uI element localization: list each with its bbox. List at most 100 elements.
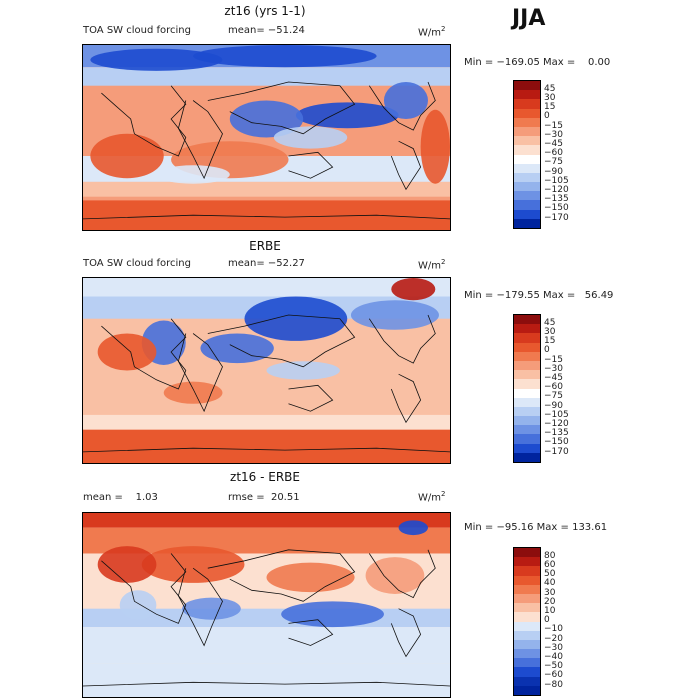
panel-1-minmax: Min = −169.05 Max = 0.00 (464, 57, 611, 68)
colorbar-tick-label: 30 (544, 587, 556, 598)
colorbar-swatch (514, 676, 540, 686)
colorbar-swatch (514, 434, 540, 444)
colorbar-tick-label: −135 (544, 194, 569, 205)
colorbar-swatch (514, 557, 540, 567)
colorbar-swatch (514, 126, 540, 137)
colorbar-tick-label: −170 (544, 446, 569, 457)
colorbar-tick-label: 80 (544, 550, 556, 561)
colorbar-tick-label: −45 (544, 138, 563, 149)
colorbar-swatch (514, 182, 540, 192)
colorbar-tick-label: −150 (544, 203, 569, 214)
colorbar-swatch (514, 658, 540, 668)
colorbar-tick-label: −45 (544, 372, 563, 383)
panel-1-title: zt16 (yrs 1-1) (224, 4, 306, 18)
colorbar-tick-label: 45 (544, 317, 556, 328)
field-map-graphic (83, 45, 450, 230)
colorbar-swatch (514, 612, 540, 622)
colorbar-tick-label: −20 (544, 633, 563, 644)
colorbar-swatch (514, 200, 540, 210)
panel-3-map (82, 512, 451, 698)
panel-1-units: W/m2 (418, 25, 446, 39)
colorbar-swatch (514, 145, 540, 155)
colorbar-swatch (514, 351, 540, 361)
colorbar-tick-label: −10 (544, 624, 563, 635)
colorbar-swatch (514, 315, 540, 325)
colorbar-tick-label: −120 (544, 418, 569, 429)
colorbar-tick-label: −90 (544, 400, 563, 411)
colorbar-tick-label: −40 (544, 651, 563, 662)
colorbar-swatch (514, 81, 540, 91)
field-map-graphic (83, 513, 450, 697)
colorbar-swatch (514, 593, 540, 604)
colorbar-swatch (514, 90, 540, 100)
panel-2-map (82, 277, 451, 464)
panel-3-mean: mean = 1.03 (83, 492, 158, 503)
colorbar-swatch (514, 397, 540, 407)
colorbar-tick-label: 30 (544, 92, 556, 103)
panel-3-minmax: Min = −95.16 Max = 133.61 (464, 522, 608, 533)
colorbar-swatch (514, 333, 540, 343)
colorbar-tick-label: 15 (544, 102, 556, 113)
colorbar-tick-label: 50 (544, 569, 556, 580)
panel-2-units: W/m2 (418, 258, 446, 272)
colorbar-tick-label: −170 (544, 212, 569, 223)
colorbar-tick-label: −135 (544, 428, 569, 439)
colorbar-swatch (514, 191, 540, 201)
colorbar-swatch (514, 443, 540, 453)
colorbar-swatch (514, 154, 540, 164)
panel-2-subtitle: TOA SW cloud forcing (83, 258, 191, 269)
season-label: JJA (512, 6, 546, 31)
colorbar-swatch (514, 621, 540, 631)
colorbar-tick-label: −75 (544, 391, 563, 402)
colorbar-tick-label: −120 (544, 184, 569, 195)
colorbar-tick-label: 20 (544, 596, 556, 607)
colorbar-tick-label: −90 (544, 166, 563, 177)
colorbar-swatch (514, 667, 540, 677)
panel-3-colorbar (513, 547, 541, 696)
colorbar-tick-label: −105 (544, 175, 569, 186)
colorbar-swatch (514, 685, 540, 695)
colorbar-tick-label: 60 (544, 559, 556, 570)
colorbar-tick-label: 40 (544, 578, 556, 589)
colorbar-swatch (514, 416, 540, 426)
colorbar-swatch (514, 379, 540, 389)
colorbar-swatch (514, 117, 540, 127)
colorbar-tick-label: −30 (544, 642, 563, 653)
panel-3-units: W/m2 (418, 490, 446, 504)
colorbar-tick-label: 10 (544, 605, 556, 616)
colorbar-tick-label: −15 (544, 354, 563, 365)
colorbar-swatch (514, 584, 540, 594)
panel-1-subtitle: TOA SW cloud forcing (83, 25, 191, 36)
colorbar-tick-label: 0 (544, 345, 550, 356)
colorbar-swatch (514, 99, 540, 109)
colorbar-tick-label: −30 (544, 363, 563, 374)
colorbar-swatch (514, 360, 540, 371)
colorbar-swatch (514, 218, 540, 228)
colorbar-swatch (514, 548, 540, 558)
panel-1-map (82, 44, 451, 231)
colorbar-tick-label: 45 (544, 83, 556, 94)
colorbar-swatch (514, 370, 540, 380)
panel-1-mean: mean= −51.24 (228, 25, 305, 36)
colorbar-tick-label: −15 (544, 120, 563, 131)
colorbar-swatch (514, 172, 540, 183)
colorbar-swatch (514, 324, 540, 334)
colorbar-tick-label: −150 (544, 437, 569, 448)
field-map-graphic (83, 278, 450, 463)
panel-1-colorbar (513, 80, 541, 229)
colorbar-tick-label: −80 (544, 679, 563, 690)
colorbar-swatch (514, 452, 540, 462)
colorbar-swatch (514, 136, 540, 146)
colorbar-swatch (514, 342, 540, 352)
colorbar-tick-label: −60 (544, 670, 563, 681)
colorbar-tick-label: 0 (544, 615, 550, 626)
colorbar-tick-label: 0 (544, 111, 550, 122)
colorbar-swatch (514, 630, 540, 640)
colorbar-swatch (514, 566, 540, 576)
colorbar-tick-label: 30 (544, 326, 556, 337)
colorbar-swatch (514, 108, 540, 118)
colorbar-swatch (514, 649, 540, 659)
colorbar-swatch (514, 209, 540, 219)
panel-2-mean: mean= −52.27 (228, 258, 305, 269)
colorbar-swatch (514, 639, 540, 650)
